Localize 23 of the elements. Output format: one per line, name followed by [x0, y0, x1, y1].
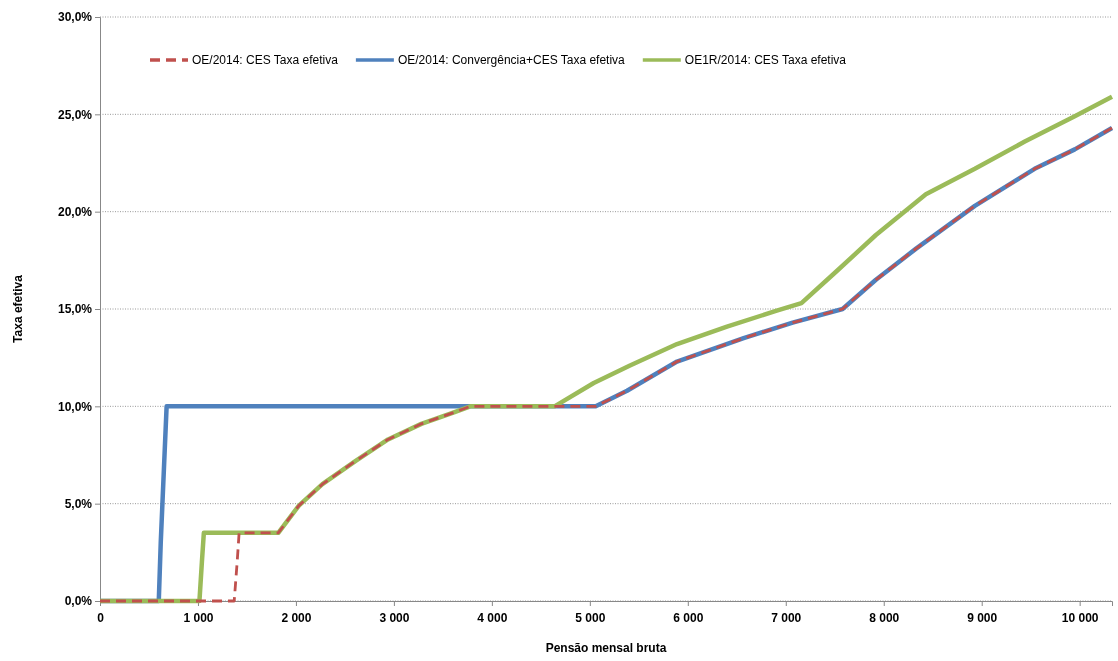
legend-label: OE/2014: CES Taxa efetiva	[192, 53, 339, 67]
y-tick-label: 15,0%	[57, 302, 93, 317]
y-tick-label: 10,0%	[57, 399, 93, 414]
y-tick-label: 30,0%	[57, 10, 93, 25]
x-tick-label: 1 000	[183, 611, 214, 626]
x-tick-label: 9 000	[967, 611, 998, 626]
x-tick-label: 3 000	[379, 611, 410, 626]
x-tick-label: 6 000	[673, 611, 704, 626]
legend-label: OE/2014: Convergência+CES Taxa efetiva	[397, 53, 626, 67]
y-axis-title: Taxa efetiva	[11, 274, 25, 343]
x-tick-label: 7 000	[771, 611, 802, 626]
y-tick-label: 5,0%	[64, 497, 93, 512]
x-tick-label: 10 000	[1061, 611, 1099, 626]
x-tick-label: 4 000	[477, 611, 508, 626]
x-tick-label: 5 000	[575, 611, 606, 626]
y-tick-label: 20,0%	[57, 205, 93, 220]
y-tick-label: 0,0%	[64, 594, 93, 609]
x-tick-label: 2 000	[281, 611, 312, 626]
x-tick-label: 8 000	[869, 611, 900, 626]
x-tick-label: 0	[97, 611, 105, 626]
y-tick-label: 25,0%	[57, 107, 93, 122]
x-axis-title: Pensão mensal bruta	[545, 641, 667, 655]
legend-label: OE1R/2014: CES Taxa efetiva	[684, 53, 847, 67]
